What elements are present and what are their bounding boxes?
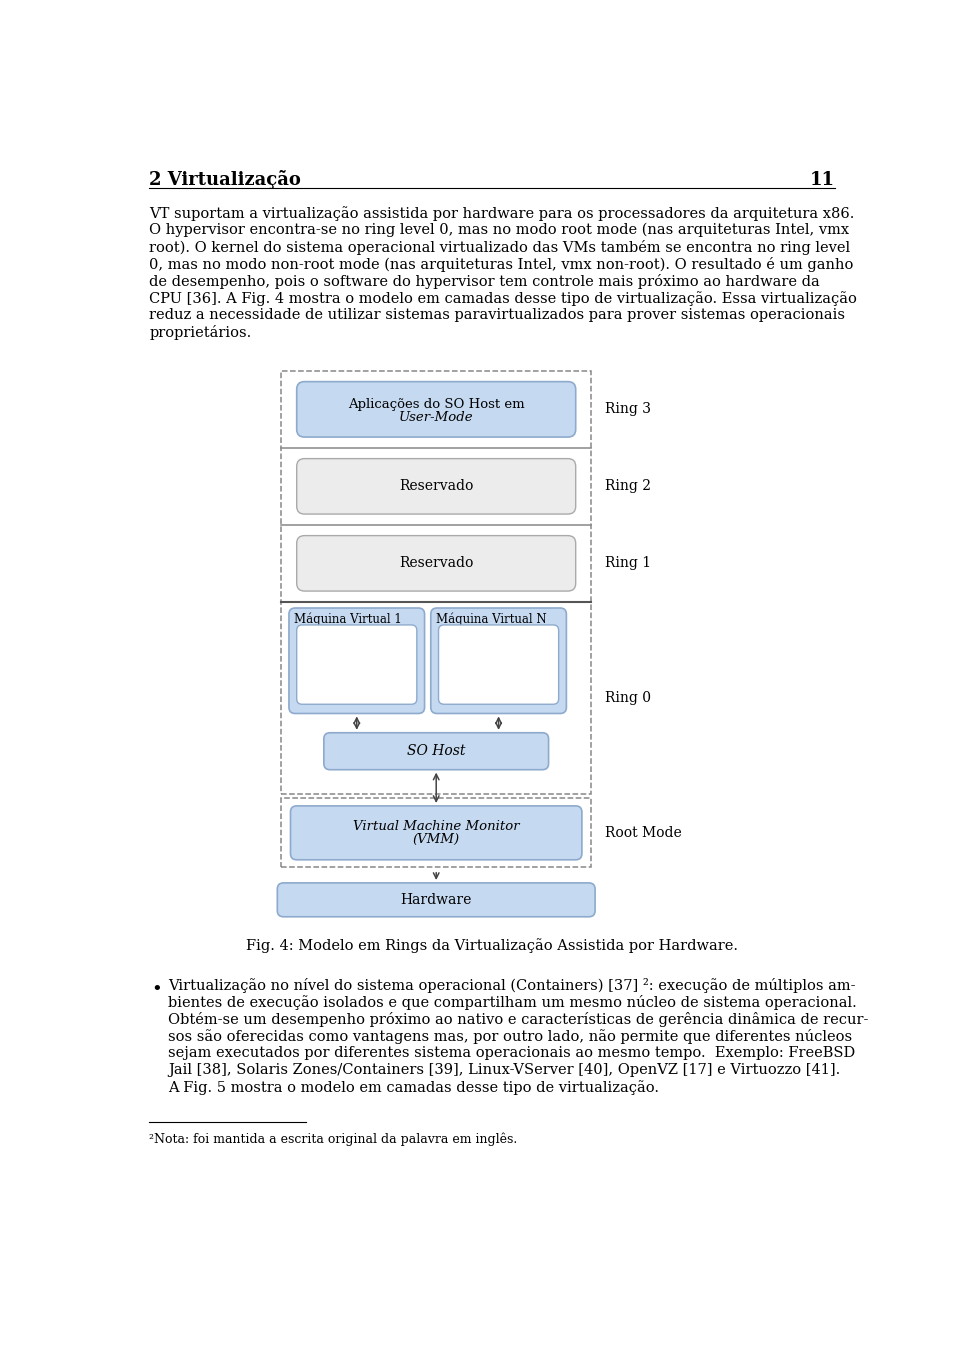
Text: 2 Virtualização: 2 Virtualização — [150, 171, 301, 190]
Text: 11: 11 — [809, 171, 834, 188]
Text: A Fig. 5 mostra o modelo em camadas desse tipo de virtualização.: A Fig. 5 mostra o modelo em camadas dess… — [168, 1080, 660, 1095]
Text: Obtém-se um desempenho próximo ao nativo e características de gerência dinâmica : Obtém-se um desempenho próximo ao nativo… — [168, 1013, 869, 1028]
Text: Reservado: Reservado — [399, 557, 473, 570]
Text: SO Guest: SO Guest — [468, 658, 528, 671]
Text: de desempenho, pois o software do hypervisor tem controle mais próximo ao hardwa: de desempenho, pois o software do hyperv… — [150, 274, 820, 289]
FancyBboxPatch shape — [324, 733, 548, 769]
Bar — [281, 371, 591, 795]
Text: Ring 0: Ring 0 — [605, 691, 651, 705]
Text: Ring 3: Ring 3 — [605, 402, 651, 417]
Text: Jail [38], Solaris Zones/Containers [39], Linux-VServer [40], OpenVZ [17] e Virt: Jail [38], Solaris Zones/Containers [39]… — [168, 1063, 840, 1077]
Text: root). O kernel do sistema operacional virtualizado das VMs também se encontra n: root). O kernel do sistema operacional v… — [150, 239, 851, 256]
FancyBboxPatch shape — [297, 625, 417, 705]
Text: reduz a necessidade de utilizar sistemas paravirtualizados para prover sistemas : reduz a necessidade de utilizar sistemas… — [150, 308, 846, 321]
FancyBboxPatch shape — [297, 459, 576, 514]
Bar — [281, 798, 591, 868]
Text: Máquina Virtual 1: Máquina Virtual 1 — [295, 612, 402, 625]
Text: Virtual Machine Monitor: Virtual Machine Monitor — [353, 820, 519, 833]
Text: Aplicações do SO Host em: Aplicações do SO Host em — [348, 398, 524, 412]
Text: Ring 1: Ring 1 — [605, 557, 651, 570]
Text: proprietários.: proprietários. — [150, 324, 252, 340]
Text: CPU [36]. A Fig. 4 mostra o modelo em camadas desse tipo de virtualização. Essa : CPU [36]. A Fig. 4 mostra o modelo em ca… — [150, 291, 857, 305]
FancyBboxPatch shape — [297, 535, 576, 590]
Text: Virtualização no nível do sistema operacional (Containers) [37] ²: execução de m: Virtualização no nível do sistema operac… — [168, 978, 855, 994]
Text: Hardware: Hardware — [400, 893, 472, 907]
Text: SO Guest: SO Guest — [327, 658, 387, 671]
FancyBboxPatch shape — [439, 625, 559, 705]
FancyBboxPatch shape — [291, 806, 582, 859]
Text: ²Nota: foi mantida a escrita original da palavra em inglês.: ²Nota: foi mantida a escrita original da… — [150, 1132, 517, 1146]
FancyBboxPatch shape — [289, 608, 424, 713]
Text: Ring 2: Ring 2 — [605, 479, 651, 494]
Text: SO Host: SO Host — [407, 744, 466, 759]
Text: •: • — [151, 981, 161, 999]
Text: 0, mas no modo non-root mode (nas arquiteturas Intel, vmx non-root). O resultado: 0, mas no modo non-root mode (nas arquit… — [150, 257, 853, 272]
FancyBboxPatch shape — [431, 608, 566, 713]
Text: Máquina Virtual N: Máquina Virtual N — [436, 612, 547, 625]
Text: Reservado: Reservado — [399, 479, 473, 494]
Text: User-Mode: User-Mode — [399, 410, 473, 424]
FancyBboxPatch shape — [297, 382, 576, 437]
Text: bientes de execução isolados e que compartilham um mesmo núcleo de sistema opera: bientes de execução isolados e que compa… — [168, 995, 856, 1010]
Text: sejam executados por diferentes sistema operacionais ao mesmo tempo.  Exemplo: F: sejam executados por diferentes sistema … — [168, 1046, 855, 1060]
Text: O hypervisor encontra-se no ring level 0, mas no modo root mode (nas arquitetura: O hypervisor encontra-se no ring level 0… — [150, 223, 850, 237]
Text: (VMM): (VMM) — [413, 833, 460, 846]
Text: VT suportam a virtualização assistida por hardware para os processadores da arqu: VT suportam a virtualização assistida po… — [150, 206, 854, 221]
Text: Fig. 4: Modelo em Rings da Virtualização Assistida por Hardware.: Fig. 4: Modelo em Rings da Virtualização… — [246, 939, 738, 954]
Text: sos são oferecidas como vantagens mas, por outro lado, não permite que diferente: sos são oferecidas como vantagens mas, p… — [168, 1029, 852, 1044]
Text: Root Mode: Root Mode — [605, 826, 682, 839]
FancyBboxPatch shape — [277, 882, 595, 917]
